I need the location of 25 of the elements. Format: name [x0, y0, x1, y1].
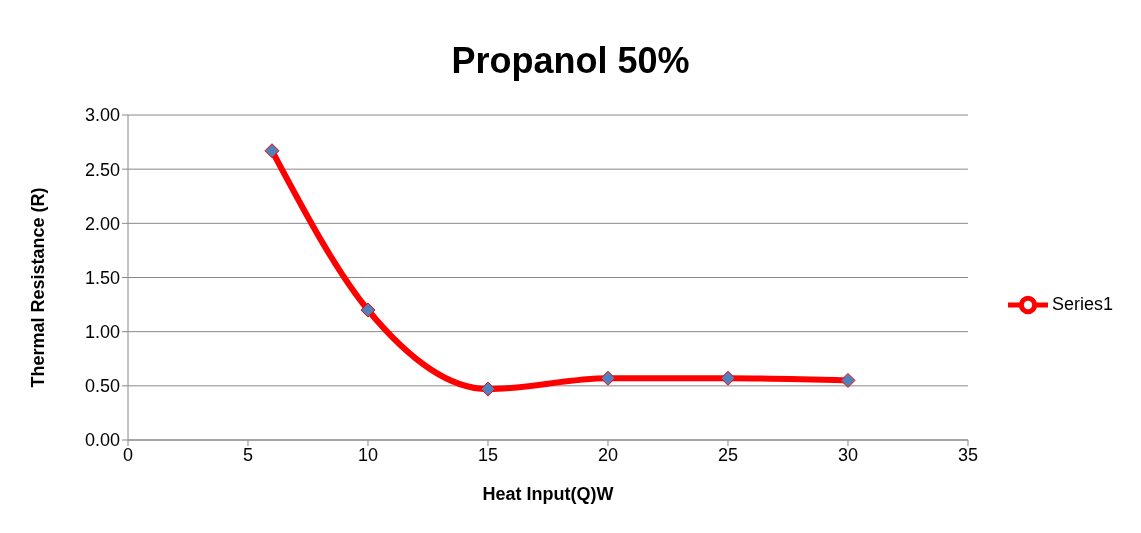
x-tick-label: 5 [242, 444, 253, 465]
y-tick-label: 0.50 [84, 376, 120, 397]
x-tick-label: 0 [122, 444, 134, 465]
point [600, 370, 616, 386]
x-tick-label: 10 [357, 444, 379, 465]
point [264, 143, 280, 159]
y-tick-label: 1.50 [84, 267, 120, 288]
x-tick-label: 15 [477, 444, 498, 465]
point [480, 381, 496, 397]
y-tick-label: 2.00 [84, 213, 120, 234]
legend-label: Series1 [1051, 293, 1113, 314]
y-tick-label: 2.50 [84, 159, 120, 180]
point [720, 370, 736, 386]
x-tick-label: 20 [597, 444, 618, 465]
x-tick-label: 30 [837, 444, 858, 465]
y-axis-title: Thermal Resistance (R) [28, 187, 49, 388]
x-tick-label: 25 [717, 444, 738, 465]
y-tick-label: 1.00 [84, 322, 120, 343]
y-tick-label: 0.00 [84, 430, 120, 451]
x-tick-label: 35 [957, 444, 978, 465]
point [360, 302, 376, 318]
x-axis-title: Heat Input(Q)W [482, 484, 614, 504]
point [840, 372, 856, 388]
chart-title: Propanol 50% [450, 39, 691, 83]
y-tick-label: 3.00 [84, 105, 120, 126]
